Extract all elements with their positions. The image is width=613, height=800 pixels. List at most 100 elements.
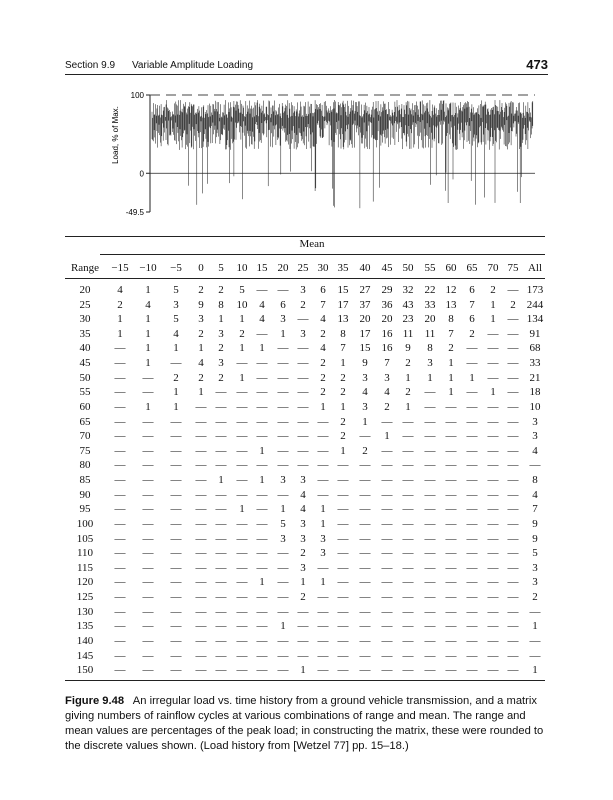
column-header: All [527,262,543,274]
cell: — [445,517,457,530]
cell: — [170,430,182,443]
cell: — [142,532,154,545]
cell: — [359,474,371,487]
cell: — [170,620,182,633]
cell: 6 [320,284,326,296]
cell: — [466,459,478,472]
cell: — [507,313,519,326]
cell: — [402,634,414,647]
cell: 3 [300,474,306,487]
cell: 3 [300,327,306,340]
cell: 1 [280,503,286,516]
row-label: 120 [76,576,94,589]
cell: 5 [173,284,179,296]
cell: — [317,649,329,662]
y-tick-label: 100 [131,91,145,100]
cell: — [114,386,126,399]
cell: — [402,649,414,662]
cell: — [114,576,126,589]
cell: — [487,547,499,560]
cell: 4 [259,298,265,311]
cell: — [256,386,268,399]
cell: 20 [424,313,436,326]
cell: — [337,532,349,545]
cell: — [445,400,457,413]
cell: 2 [198,371,204,384]
cell: — [445,503,457,516]
cell: 1 [280,620,286,633]
cell: — [381,547,393,560]
cell: 12 [445,284,457,296]
row-label: 125 [76,591,94,604]
cell: 1 [198,386,204,399]
cell: 3 [427,357,433,370]
cell: — [215,415,227,428]
cell: 2 [300,591,306,604]
cell: — [466,488,478,501]
cell: — [487,517,499,530]
cell: 1 [218,313,224,326]
cell: 13 [337,313,349,326]
cell: 2 [490,284,496,296]
cell: 3 [300,517,306,530]
cell: 2 [320,371,326,384]
cell: — [424,503,436,516]
cell: — [236,400,248,413]
cell: — [114,649,126,662]
cell: — [466,664,478,677]
cell: — [142,664,154,677]
cell: — [170,444,182,457]
cell: 1 [259,576,265,589]
cell: — [402,474,414,487]
cell: 4 [320,342,326,355]
cell: — [445,591,457,604]
cell: 5 [532,547,538,560]
cell: 3 [300,284,306,296]
cell: 1 [198,342,204,355]
cell: — [487,532,499,545]
cell: — [487,415,499,428]
row-label: 40 [79,342,91,355]
cell: 7 [320,298,326,311]
row-label: 50 [79,371,91,384]
cell: — [297,620,309,633]
cell: — [256,503,268,516]
cell: — [507,284,519,296]
cell: — [170,547,182,560]
cell: — [317,664,329,677]
cell: 17 [359,327,371,340]
cell: 27 [359,284,371,296]
cell: 1 [117,313,123,326]
cell: — [256,634,268,647]
cell: 1 [259,342,265,355]
cell: — [256,459,268,472]
cell: 2 [448,342,454,355]
cell: 1 [173,400,179,413]
column-header: −5 [170,262,182,274]
cell: — [424,386,436,399]
cell: 7 [340,342,346,355]
cell: — [381,634,393,647]
row-label: 20 [79,284,91,296]
cell: — [466,444,478,457]
column-header: 30 [317,262,329,274]
cell: 7 [384,357,390,370]
caption-label: Figure 9.48 [65,695,125,707]
cell: 3 [198,313,204,326]
cell: — [359,517,371,530]
cell: — [142,371,154,384]
cell: — [297,357,309,370]
cell: — [297,444,309,457]
cell: — [256,488,268,501]
cell: 4 [362,386,368,399]
cell: — [215,386,227,399]
cell: — [466,547,478,560]
cell: — [215,503,227,516]
cell: 4 [117,284,123,296]
row-label: 150 [76,664,94,677]
cell: — [466,342,478,355]
cell: — [236,444,248,457]
cell: — [445,415,457,428]
cell: — [445,488,457,501]
cell: 7 [469,298,475,311]
